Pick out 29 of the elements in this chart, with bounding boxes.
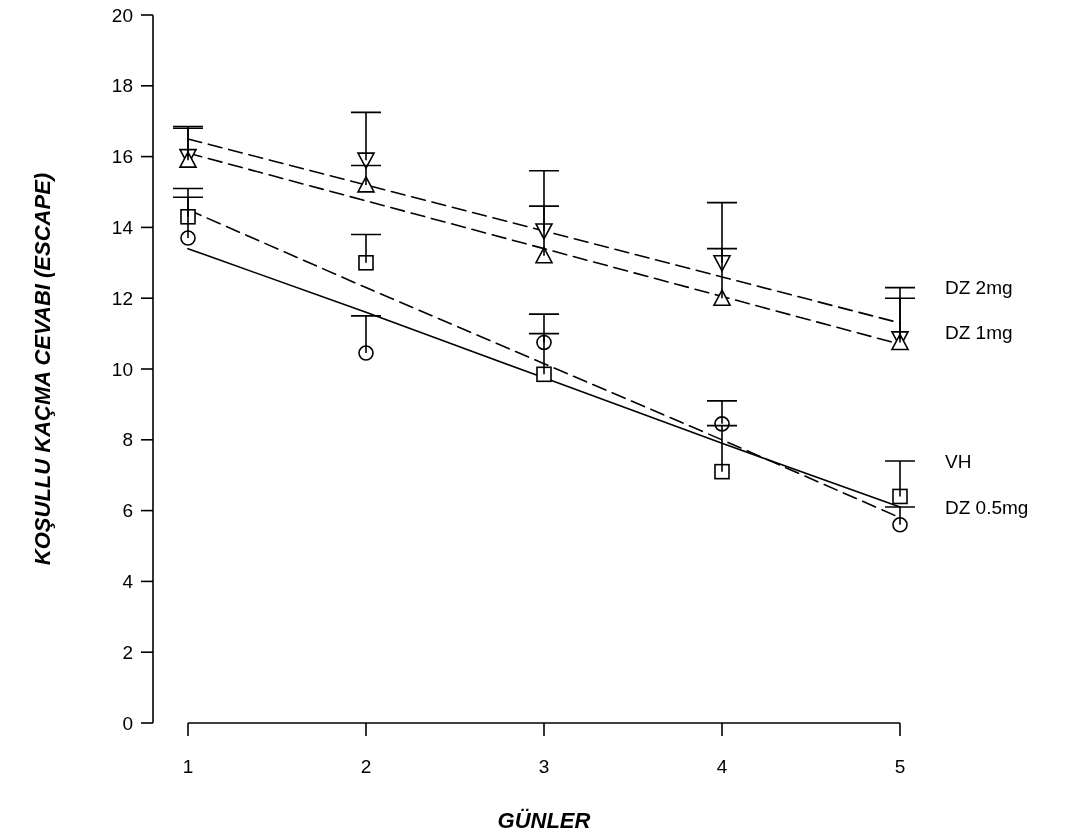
y-tick-label: 18: [111, 75, 133, 97]
y-tick-label: 8: [122, 429, 133, 451]
x-tick-label: 5: [894, 756, 906, 777]
x-tick-label: 3: [538, 756, 550, 777]
text: DZ 2mg: [945, 277, 1013, 299]
point: [714, 463, 730, 480]
point: [892, 516, 908, 533]
y-tick-label: 12: [111, 287, 133, 309]
y-tick-label: 4: [122, 571, 134, 593]
y-tick-label: 0: [122, 712, 133, 734]
y-tick-label: 14: [111, 217, 134, 239]
text: DZ 0.5mg: [945, 496, 1029, 518]
y-tick-label: 16: [111, 146, 133, 168]
text: VH: [945, 450, 972, 472]
series-label: DZ 1mg: [945, 322, 1013, 344]
point: [892, 488, 908, 505]
x-tick-label: 4: [716, 756, 728, 777]
point: [358, 345, 374, 361]
point: [358, 255, 374, 271]
point: [536, 366, 552, 383]
y-tick-label: 6: [122, 500, 133, 522]
y-tick-label: 20: [111, 4, 133, 26]
y-tick-label: 10: [111, 358, 133, 380]
y-tick-label: 2: [122, 641, 133, 663]
x-tick-label: 1: [182, 756, 194, 777]
point: [180, 230, 196, 246]
x-tick-label: 2: [360, 756, 372, 777]
x-axis-title: GÜNLER: [497, 808, 591, 833]
y-axis-title: KOŞULLU KAÇMA CEVABI (ESCAPE): [30, 172, 55, 566]
